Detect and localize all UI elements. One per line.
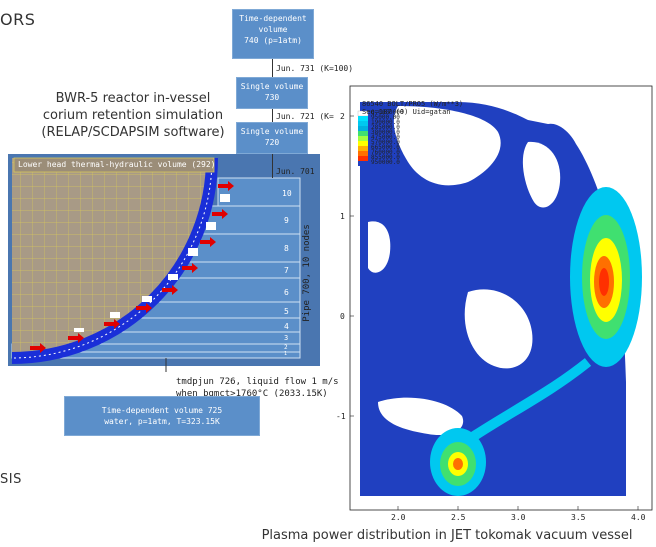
bwr-caption-line-1: BWR-5 reactor in-vessel xyxy=(55,91,211,106)
wall-markers xyxy=(74,194,230,332)
legend-value-6: 570000.0 xyxy=(371,139,400,146)
white-region-lower xyxy=(378,397,464,436)
y-tick-1: 1 xyxy=(340,212,345,221)
node-number-6: 6 xyxy=(284,288,289,297)
hotspot-right-peak xyxy=(599,268,609,296)
legend-value-9: 855000.0 xyxy=(371,154,400,161)
x-tick-2.0: 2.0 xyxy=(391,513,406,522)
x-tick-2.5: 2.5 xyxy=(451,513,466,522)
reactor-diagram xyxy=(8,154,320,372)
node-number-9: 9 xyxy=(284,216,289,225)
volume-725-line-2: water, p=1atm, T=323.15K xyxy=(104,417,220,426)
legend-value-7: 665000.0 xyxy=(371,144,400,151)
heat-flux-arrows xyxy=(30,181,234,353)
legend-values: 0.0000000 95000.00 190000.0 285000.0 380… xyxy=(371,109,404,166)
plasma-plot xyxy=(349,85,653,511)
bwr-caption-line-2: corium retention simulation xyxy=(42,108,224,123)
junction-721: Jun. 721 (K= xyxy=(276,112,334,121)
plot-header-line-2: Seq=187 (0) Uid=gatan xyxy=(362,108,451,116)
volume-720-line-1: Single volume xyxy=(240,127,304,136)
vessel-wall xyxy=(11,157,218,364)
volume-720-line-2: 720 xyxy=(264,138,280,147)
junction-731: Jun. 731 (K=100) xyxy=(276,64,354,73)
white-region-top xyxy=(393,106,501,186)
pipe-node-10 xyxy=(217,177,301,207)
legend-value-3: 285000.0 xyxy=(371,124,400,131)
lower-head-label: Lower head thermal-hydraulic volume (292… xyxy=(18,160,216,169)
node-number-5: 5 xyxy=(284,307,289,316)
junction-701: Jun. 701 xyxy=(276,167,315,176)
legend-value-8: 760000.0 xyxy=(371,149,400,156)
title-fragment: ORS xyxy=(0,10,36,29)
y-tick-0: 0 xyxy=(340,312,345,321)
volume-740-line-3: 740 (p=1atm) xyxy=(244,36,302,45)
pipe-label: Pipe 700, 10 nodes xyxy=(301,224,312,322)
hotspot-lower-core xyxy=(453,458,463,470)
legend-value-5: 475000.0 xyxy=(371,134,400,141)
node-number-4: 4 xyxy=(284,322,289,331)
node-number-8: 8 xyxy=(284,244,289,253)
x-tick-3.0: 3.0 xyxy=(511,513,526,522)
legend-value-4: 380000.0 xyxy=(371,129,400,136)
tmdpjun-note: tmdpjun 726, liquid flow 1 m/s when bgmc… xyxy=(176,376,339,400)
white-region-center xyxy=(464,289,533,369)
white-region-left xyxy=(368,221,391,273)
legend-value-0: 0.0000000 xyxy=(371,109,404,116)
legend-value-2: 190000.0 xyxy=(371,119,400,126)
plasma-caption: Plasma power distribution in JET tokomak… xyxy=(261,528,633,543)
y-tick-2: 2 xyxy=(340,112,345,121)
x-tick-4.0: 4.0 xyxy=(631,513,646,522)
legend-value-1: 95000.00 xyxy=(371,114,400,121)
node-number-7: 7 xyxy=(284,266,289,275)
volume-730: Single volume 730 xyxy=(236,77,308,109)
volume-725-line-1: Time-dependent volume 725 xyxy=(101,406,223,415)
pipe-node-9 xyxy=(201,205,301,235)
volume-730-line-2: 730 xyxy=(264,93,280,102)
legend-value-10: 950000.0 xyxy=(371,159,400,166)
bwr-caption: BWR-5 reactor in-vessel corium retention… xyxy=(28,90,238,141)
node-number-1: 1 xyxy=(284,351,288,357)
plot-header-line-1: 86540 BOLT/PRO5 (W/m**3) xyxy=(362,100,464,108)
volume-740: Time-dependent volume 740 (p=1atm) xyxy=(232,9,314,59)
volume-730-line-1: Single volume xyxy=(240,82,304,91)
volume-720: Single volume 720 xyxy=(236,122,308,154)
volume-740-line-1: Time-dependent xyxy=(239,14,307,23)
bottom-left-fragment: SIS xyxy=(0,472,22,487)
tmdpjun-line-1: tmdpjun 726, liquid flow 1 m/s xyxy=(176,377,339,387)
legend-swatches xyxy=(357,110,369,166)
node-number-2: 2 xyxy=(284,344,288,351)
node-number-10: 10 xyxy=(282,189,292,198)
bwr-caption-line-3: (RELAP/SCDAPSIM software) xyxy=(41,125,225,140)
volume-740-line-2: volume xyxy=(258,25,288,34)
pipe-node-8 xyxy=(183,233,301,263)
y-tick-minus-1: -1 xyxy=(336,412,346,421)
x-tick-3.5: 3.5 xyxy=(571,513,586,522)
node-number-3: 3 xyxy=(284,334,289,342)
white-region-right-top xyxy=(522,141,561,208)
tmdpjun-line-2: when bgmct>1760°C (2033.15K) xyxy=(176,389,328,399)
lower-head-volume xyxy=(12,158,212,358)
volume-725: Time-dependent volume 725 water, p=1atm,… xyxy=(64,396,260,436)
